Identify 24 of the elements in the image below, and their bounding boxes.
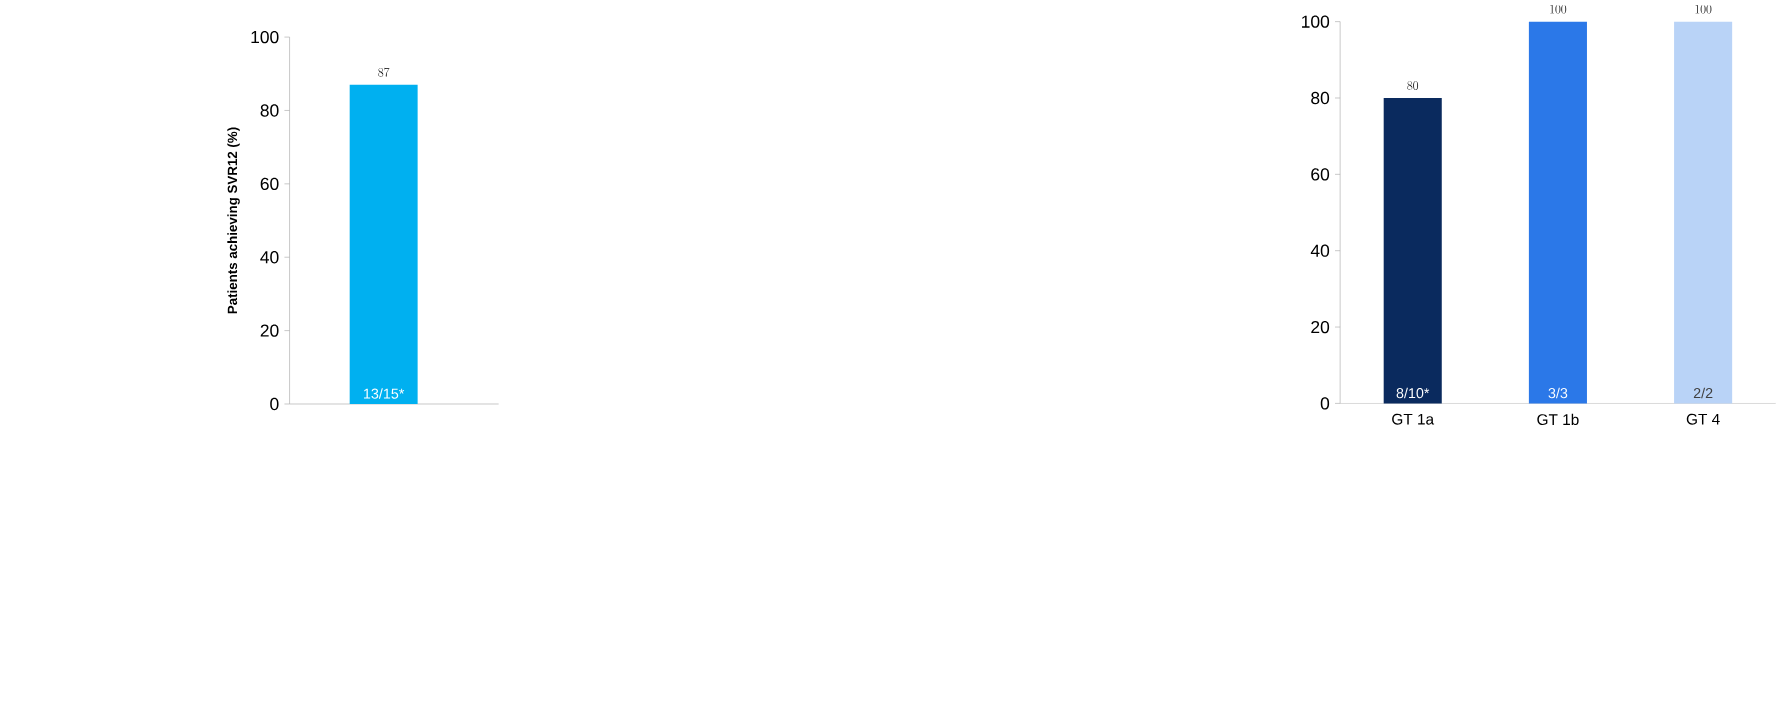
annotation: 13/15* [364,388,405,399]
annotation: 8/10* [1396,387,1430,399]
y-tick-label: 40 [260,250,279,264]
y-axis-title: Patients achieving SVR12 (%) [227,127,240,314]
y-tick-label: 0 [270,397,279,411]
y-tick-label: 20 [1311,320,1330,334]
y-tick-label: 80 [1311,91,1330,105]
annotation: 3/3 [1548,387,1568,399]
y-tick-label: 60 [1311,168,1330,181]
y-tick-label: 0 [1320,397,1330,410]
y-tick-label: 60 [260,177,279,190]
y-tick-label: 20 [260,324,279,337]
data-label: 100 [1695,4,1712,14]
y-tick-label: 40 [1310,244,1330,257]
y-tick-label: 100 [251,30,279,44]
data-label: 87 [378,67,390,77]
y-tick-label: 100 [1302,15,1330,28]
x-tick-label: GT 4 [1686,413,1720,425]
data-label: 80 [1407,81,1419,90]
x-tick-label: GT 1a [1392,413,1435,425]
annotation: 2/2 [1693,387,1713,399]
x-tick-label: GT 1b [1537,413,1579,425]
y-tick-label: 80 [260,104,279,117]
data-label: 100 [1550,4,1567,14]
